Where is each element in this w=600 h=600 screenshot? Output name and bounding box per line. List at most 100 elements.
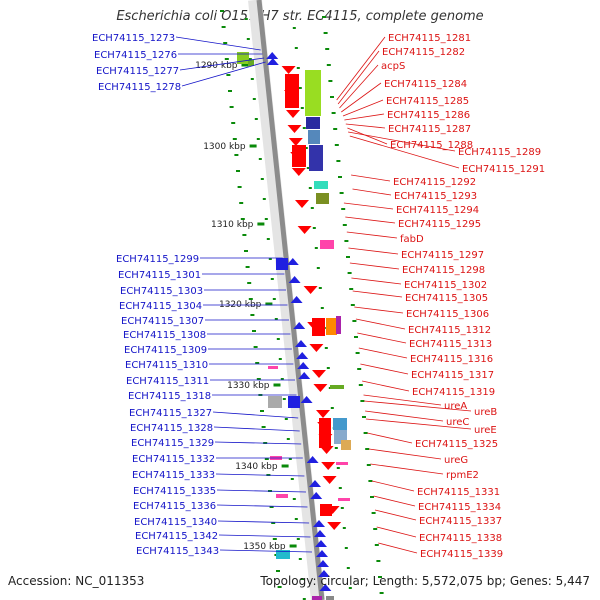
right-leader-line	[349, 135, 460, 169]
reverse-gene-arrow	[321, 462, 336, 470]
right-gene-label: ECH74115_1288	[390, 140, 473, 151]
left-gene-label: ECH74115_1333	[132, 470, 215, 481]
right-gene-label: ECH74115_1302	[404, 280, 487, 291]
tick-mark	[231, 122, 236, 124]
right-leader-line	[365, 410, 444, 422]
tick-mark	[260, 410, 264, 412]
tick-mark	[344, 240, 349, 242]
tick-mark	[271, 522, 276, 524]
tick-mark	[312, 227, 316, 229]
right-gene-label: ureG	[444, 455, 468, 466]
forward-gene-arrow	[318, 570, 330, 577]
feature-block	[276, 494, 288, 498]
tick-mark	[250, 78, 254, 80]
right-leader-line	[343, 202, 394, 210]
feature-block	[316, 193, 329, 204]
left-gene-label: ECH74115_1329	[131, 438, 214, 449]
feature-block	[336, 316, 341, 334]
tick-mark	[333, 128, 338, 130]
left-leader-line	[213, 426, 300, 432]
feature-block	[276, 550, 290, 559]
right-gene-label: ECH74115_1305	[405, 293, 488, 304]
left-leader-line	[216, 504, 308, 508]
map-title: Escherichia coli O157:H7 str. EC4115, co…	[116, 9, 484, 24]
scale-tick	[273, 383, 281, 387]
tick-mark	[248, 58, 252, 60]
tick-mark	[330, 407, 334, 409]
right-gene-label: ECH74115_1295	[398, 219, 481, 230]
right-gene-label: ECH74115_1297	[401, 250, 484, 261]
tick-mark	[338, 487, 342, 489]
right-leader-line	[373, 495, 416, 507]
left-leader-line	[175, 36, 261, 51]
tick-mark	[340, 507, 344, 509]
right-gene-label: ECH74115_1331	[417, 487, 500, 498]
left-gene-label: ECH74115_1310	[125, 360, 208, 371]
tick-mark	[234, 154, 239, 156]
forward-gene-arrow	[313, 520, 325, 527]
tick-mark	[221, 26, 226, 28]
tick-mark	[346, 567, 350, 569]
left-gene-label: ECH74115_1277	[96, 66, 179, 77]
tick-mark	[270, 278, 274, 280]
tick-mark	[323, 32, 328, 34]
forward-gene-arrow	[309, 480, 321, 487]
right-leader-line	[364, 400, 472, 412]
right-gene-label: ECH74115_1325	[415, 439, 498, 450]
left-gene-label: ECH74115_1308	[123, 330, 206, 341]
backbone	[256, 0, 325, 600]
right-leader-line	[374, 509, 417, 521]
tick-mark	[355, 352, 360, 354]
tick-mark	[256, 378, 261, 380]
feature-block	[268, 396, 282, 408]
feature-block	[314, 181, 328, 189]
tick-mark	[362, 416, 366, 418]
right-gene-label: ureC	[446, 417, 469, 428]
tick-mark	[358, 384, 363, 386]
left-leader-line	[219, 549, 313, 553]
right-leader-line	[370, 463, 444, 475]
right-gene-label: ECH74115_1312	[408, 325, 491, 336]
right-leader-line	[349, 262, 400, 270]
right-leader-line	[360, 363, 409, 375]
left-gene-label: ECH74115_1273	[92, 33, 175, 44]
tick-mark	[261, 426, 266, 428]
tick-mark	[310, 207, 314, 209]
left-gene-label: ECH74115_1299	[116, 254, 199, 265]
scale-label: 1350 kbp	[243, 542, 286, 552]
right-leader-line	[348, 247, 399, 255]
left-gene-label: ECH74115_1342	[135, 531, 218, 542]
left-gene-label: ECH74115_1340	[134, 517, 217, 528]
feature-block	[326, 596, 334, 600]
right-gene-label: ECH74115_1334	[418, 502, 501, 513]
tick-mark	[368, 480, 373, 482]
tick-mark	[292, 498, 296, 500]
forward-gene-arrow	[314, 530, 326, 537]
right-leader-line	[339, 64, 379, 109]
left-leader-line	[218, 534, 311, 538]
left-gene-label: ECH74115_1318	[128, 391, 211, 402]
forward-gene-arrow	[297, 362, 310, 369]
tick-mark	[250, 314, 255, 316]
right-leader-line	[348, 131, 456, 152]
tick-mark	[316, 267, 320, 269]
right-gene-label: ECH74115_1291	[462, 164, 545, 175]
reverse-gene-arrow	[312, 370, 326, 378]
forward-gene-arrow	[290, 296, 303, 303]
feature-block	[333, 418, 347, 430]
feature-block	[306, 117, 320, 129]
forward-gene-arrow	[298, 372, 311, 379]
forward-gene-arrow	[315, 540, 327, 547]
reverse-gene-block	[320, 504, 332, 516]
tick-mark	[306, 167, 310, 169]
feature-block	[305, 70, 321, 116]
feature-block	[237, 52, 249, 64]
left-gene-label: ECH74115_1328	[130, 423, 213, 434]
right-leader-line	[342, 99, 384, 117]
scale-label: 1330 kbp	[227, 381, 270, 391]
forward-gene-arrow	[296, 352, 309, 359]
reverse-gene-arrow	[291, 168, 306, 176]
tick-mark	[247, 282, 252, 284]
tick-mark	[344, 547, 348, 549]
